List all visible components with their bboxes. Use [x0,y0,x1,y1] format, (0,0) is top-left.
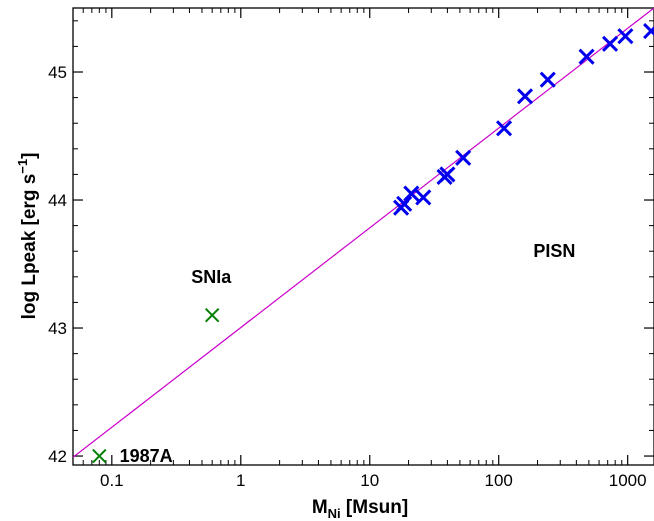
x-tick-label: 0.1 [100,471,124,490]
x-tick-label: 100 [485,471,513,490]
data-point [578,48,595,65]
annotation-label: SNIa [191,267,232,287]
x-axis-title: MNi [Msun] [312,497,408,521]
data-point [539,71,556,88]
plot-frame [72,7,654,466]
y-tick-label: 42 [48,447,67,466]
fit-line [73,8,654,458]
data-point [396,195,413,212]
y-tick-label: 43 [48,319,67,338]
data-point [601,35,619,52]
data-point [455,149,472,166]
x-tick-label: 1 [236,471,245,490]
data-point [415,189,432,206]
y-tick-label: 45 [48,63,67,82]
data-points [92,22,654,464]
data-point [204,308,220,323]
data-point [403,185,420,202]
annotation-label: 1987A [120,446,173,466]
y-axis-title: log Lpeak [erg s−1] [15,153,40,320]
data-point [495,120,513,137]
data-point [617,28,634,45]
data-point [516,88,534,105]
annotation-label: PISN [533,241,575,261]
data-point [643,22,654,40]
axis-tick-labels: 0.1 1 10 100 1000 42 43 44 45 [48,63,647,490]
y-axis-title-superscript: −1 [15,159,30,174]
x-axis-title-subscript: Ni [328,506,341,521]
annotations: SNIa PISN 1987A [120,241,576,466]
x-tick-label: 1000 [609,471,647,490]
data-point [92,448,107,464]
y-tick-label: 44 [48,191,67,210]
data-point [439,166,456,183]
x-tick-label: 10 [360,471,379,490]
axis-ticks [72,8,654,465]
